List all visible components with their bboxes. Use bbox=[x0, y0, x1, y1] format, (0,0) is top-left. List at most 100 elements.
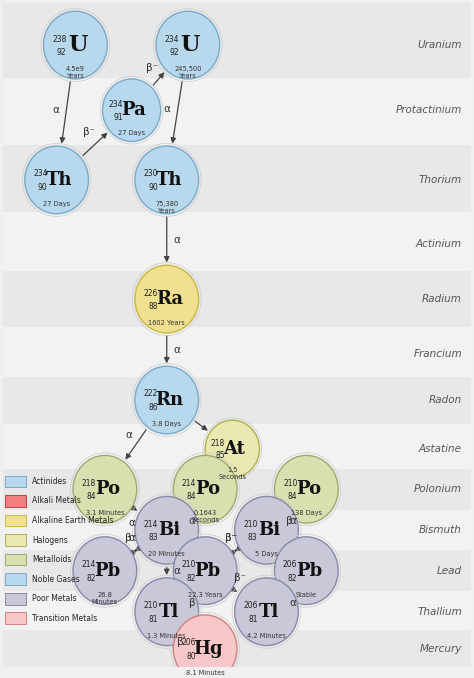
Ellipse shape bbox=[173, 537, 237, 605]
Text: Thallium: Thallium bbox=[417, 607, 462, 617]
FancyBboxPatch shape bbox=[5, 475, 26, 487]
Ellipse shape bbox=[135, 265, 199, 333]
Text: 206: 206 bbox=[283, 560, 297, 569]
Text: 206: 206 bbox=[182, 638, 196, 647]
Bar bbox=[3, 3, 471, 78]
Text: Actinides: Actinides bbox=[32, 477, 67, 486]
Text: 86: 86 bbox=[148, 403, 158, 412]
Text: Noble Gases: Noble Gases bbox=[32, 575, 80, 584]
Text: Actinium: Actinium bbox=[416, 239, 462, 249]
Text: Astatine: Astatine bbox=[419, 444, 462, 454]
Text: 3.1 Minutes: 3.1 Minutes bbox=[86, 511, 124, 516]
Text: 234: 234 bbox=[164, 35, 179, 43]
Text: 226: 226 bbox=[144, 289, 158, 298]
Text: α: α bbox=[289, 598, 296, 607]
Text: Tl: Tl bbox=[259, 603, 279, 620]
FancyBboxPatch shape bbox=[5, 534, 26, 546]
Text: 22.3 Years: 22.3 Years bbox=[188, 592, 222, 598]
FancyBboxPatch shape bbox=[5, 612, 26, 624]
Text: 83: 83 bbox=[248, 533, 257, 542]
Text: Po: Po bbox=[296, 480, 321, 498]
Text: 214: 214 bbox=[144, 520, 158, 529]
Text: Transition Metals: Transition Metals bbox=[32, 614, 97, 622]
Text: α: α bbox=[164, 104, 171, 115]
Text: 26.8
Minutes: 26.8 Minutes bbox=[92, 592, 118, 605]
Text: Mercury: Mercury bbox=[419, 644, 462, 654]
Text: U: U bbox=[181, 34, 200, 56]
Text: Alkali Metals: Alkali Metals bbox=[32, 496, 81, 506]
Text: Polonium: Polonium bbox=[414, 484, 462, 494]
Bar bbox=[3, 327, 471, 377]
Ellipse shape bbox=[44, 12, 107, 79]
Text: 80: 80 bbox=[187, 652, 196, 661]
Ellipse shape bbox=[135, 366, 199, 434]
Text: Uranium: Uranium bbox=[417, 40, 462, 50]
Ellipse shape bbox=[102, 79, 161, 142]
Text: 238: 238 bbox=[52, 35, 66, 43]
Text: β⁻: β⁻ bbox=[225, 532, 237, 542]
Text: Hg: Hg bbox=[193, 640, 222, 658]
Text: β: β bbox=[189, 597, 196, 607]
Text: Francium: Francium bbox=[413, 349, 462, 359]
FancyBboxPatch shape bbox=[5, 574, 26, 585]
Text: α: α bbox=[173, 235, 181, 245]
Text: Pa: Pa bbox=[121, 101, 146, 119]
FancyBboxPatch shape bbox=[5, 554, 26, 565]
Text: 210: 210 bbox=[182, 560, 196, 569]
Bar bbox=[3, 424, 471, 469]
Text: 8.1 Minutes: 8.1 Minutes bbox=[186, 670, 225, 676]
Text: Radium: Radium bbox=[422, 294, 462, 304]
Text: Stable: Stable bbox=[296, 592, 317, 598]
Text: 245,500
Years: 245,500 Years bbox=[174, 66, 201, 79]
Ellipse shape bbox=[156, 12, 219, 79]
Bar bbox=[3, 631, 471, 667]
Ellipse shape bbox=[205, 420, 259, 477]
Text: 3.8 Days: 3.8 Days bbox=[152, 421, 181, 427]
Text: 234: 234 bbox=[33, 170, 48, 178]
Text: 1.5
Seconds: 1.5 Seconds bbox=[219, 466, 246, 479]
Ellipse shape bbox=[235, 496, 298, 564]
Text: 1.3 Minutes: 1.3 Minutes bbox=[147, 633, 186, 639]
Text: Bi: Bi bbox=[258, 521, 280, 539]
Text: 27 Days: 27 Days bbox=[43, 201, 70, 207]
Text: 83: 83 bbox=[148, 533, 158, 542]
Text: 0.1643
Seconds: 0.1643 Seconds bbox=[191, 511, 219, 523]
Text: 90: 90 bbox=[38, 183, 48, 192]
Text: 75,380
Years: 75,380 Years bbox=[155, 201, 178, 214]
Text: 5 Days: 5 Days bbox=[255, 551, 278, 557]
Text: 90: 90 bbox=[148, 183, 158, 192]
Text: α: α bbox=[173, 566, 181, 576]
Text: 81: 81 bbox=[248, 615, 257, 624]
Bar bbox=[3, 591, 471, 631]
Text: 84: 84 bbox=[288, 492, 297, 501]
Text: At: At bbox=[224, 440, 246, 458]
Text: β⁻: β⁻ bbox=[83, 127, 95, 137]
Text: 84: 84 bbox=[86, 492, 96, 501]
Text: Tl: Tl bbox=[159, 603, 179, 620]
Text: 20 Minutes: 20 Minutes bbox=[148, 551, 185, 557]
Text: Ra: Ra bbox=[156, 290, 183, 308]
Text: 218: 218 bbox=[82, 479, 96, 487]
Text: Poor Metals: Poor Metals bbox=[32, 594, 76, 603]
Bar bbox=[3, 271, 471, 327]
Text: 210: 210 bbox=[283, 479, 297, 487]
Text: Pb: Pb bbox=[194, 561, 221, 580]
Bar bbox=[3, 551, 471, 591]
Text: Rn: Rn bbox=[155, 391, 183, 409]
FancyBboxPatch shape bbox=[5, 593, 26, 605]
Ellipse shape bbox=[135, 146, 199, 214]
Text: β: β bbox=[177, 637, 183, 647]
Text: Protactinium: Protactinium bbox=[395, 105, 462, 115]
Ellipse shape bbox=[235, 578, 298, 645]
Text: α: α bbox=[53, 105, 59, 115]
Ellipse shape bbox=[73, 456, 137, 523]
Text: 1602 Years: 1602 Years bbox=[148, 320, 185, 326]
Text: 27 Days: 27 Days bbox=[118, 129, 145, 136]
Text: α: α bbox=[128, 532, 135, 542]
Ellipse shape bbox=[135, 496, 199, 564]
Bar bbox=[3, 510, 471, 551]
Ellipse shape bbox=[73, 537, 137, 605]
Text: β⁻: β⁻ bbox=[225, 532, 237, 542]
Text: Pb: Pb bbox=[94, 561, 120, 580]
Text: Pb: Pb bbox=[296, 561, 322, 580]
